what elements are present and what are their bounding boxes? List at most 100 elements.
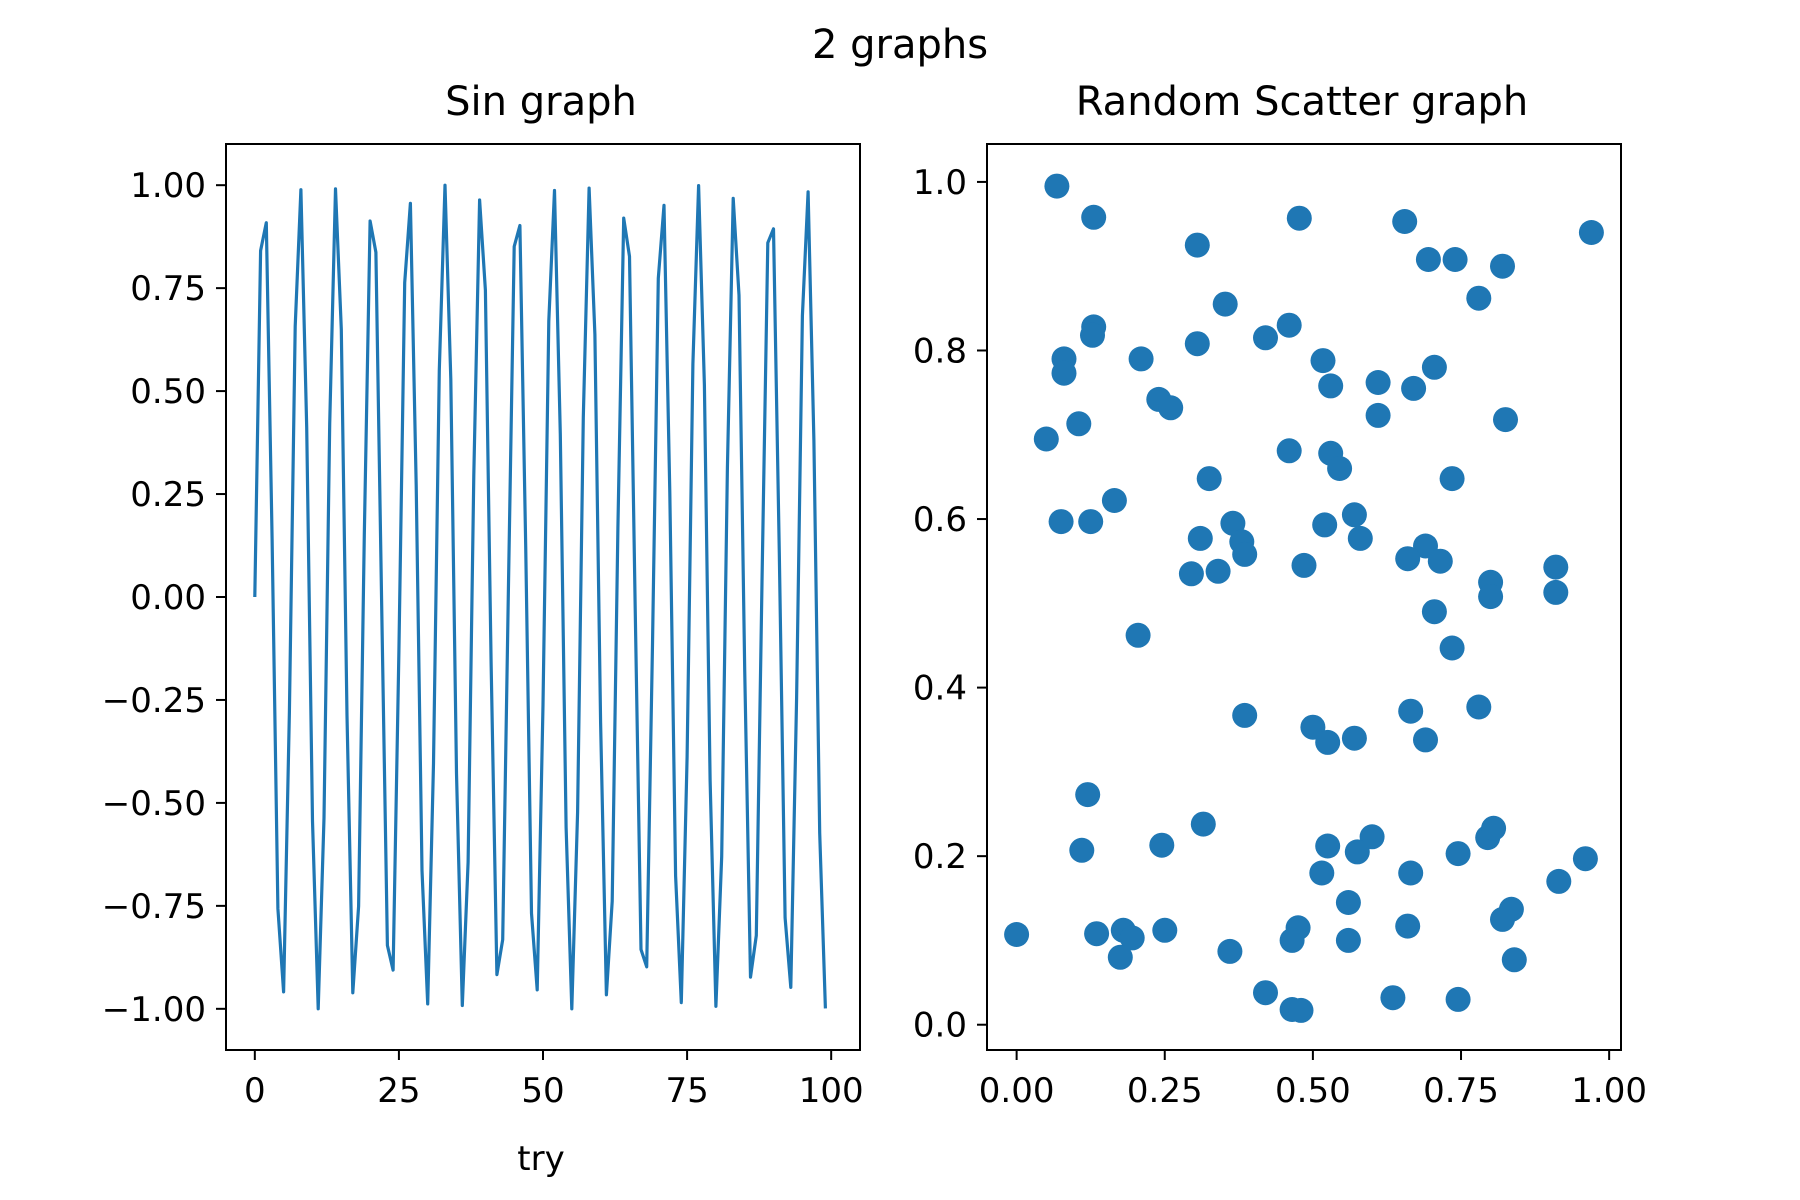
scatter-graph-point	[1315, 729, 1341, 755]
scatter-graph-point	[1439, 635, 1465, 661]
scatter-graph-point	[1466, 694, 1492, 720]
scatter-graph-point	[1107, 944, 1133, 970]
scatter-graph-point	[1481, 815, 1507, 841]
scatter-graph-point	[1309, 860, 1335, 886]
scatter-graph-point	[1158, 395, 1184, 421]
scatter-graph-point	[1578, 220, 1604, 245]
scatter-graph-point	[1421, 599, 1447, 625]
scatter-graph-point	[1220, 510, 1246, 536]
scatter-graph-point	[1398, 860, 1424, 886]
scatter-graph-point	[1501, 947, 1527, 973]
scatter-graph-point	[1253, 325, 1278, 351]
scatter-graph-point	[1125, 622, 1151, 648]
scatter-graph-point	[1341, 502, 1367, 528]
sin-graph-title: Sin graph	[445, 79, 637, 125]
scatter-graph-point	[1286, 205, 1312, 231]
scatter-graph-point	[1395, 913, 1421, 939]
scatter-graph-point	[1119, 925, 1145, 951]
scatter-graph-point	[1315, 833, 1341, 859]
scatter-graph-point	[1205, 558, 1231, 584]
scatter-graph-point	[1080, 322, 1105, 348]
sin-graph-ticks: 0 25 50 75 100 −1.00 −0.75 −0.50 −0.25 0.00 0.25 0.…	[102, 166, 864, 1111]
scatter-graph-point	[1232, 702, 1258, 728]
scatter-graph-point	[1392, 209, 1418, 234]
sin-graph-ytick-label: −0.25	[102, 681, 206, 721]
scatter-graph-point	[1128, 346, 1154, 372]
scatter-graph-point	[1493, 407, 1518, 433]
scatter-graph-point	[1184, 331, 1210, 357]
scatter-graph-point	[1401, 375, 1427, 401]
sin-graph-xtick-label: 75	[665, 1071, 708, 1111]
scatter-graph-point	[1051, 360, 1077, 386]
sin-graph-ytick-label: −0.50	[102, 784, 206, 824]
sin-graph-axes: Sin graph 0 25 50 75 100 −1.00 −0.75 −0.50 −0.25…	[102, 79, 864, 1179]
scatter-graph-ytick-label: 0.0	[913, 1006, 967, 1046]
sin-graph-xtick-label: 100	[799, 1071, 864, 1111]
scatter-graph-xtick-label: 0.75	[1423, 1071, 1499, 1111]
scatter-graph-ticks: 0.00 0.25 0.50 0.75 1.00 0.0 0.2 0.4 0.6 0.8 1.0	[913, 163, 1647, 1111]
sin-graph-xtick-label: 25	[377, 1071, 420, 1111]
scatter-graph-point	[1415, 247, 1441, 272]
scatter-graph-point	[1178, 561, 1204, 587]
scatter-graph-point	[1478, 584, 1504, 610]
scatter-graph-point	[1398, 698, 1424, 724]
scatter-graph-xtick-label: 1.00	[1571, 1071, 1647, 1111]
scatter-graph-point	[1152, 917, 1178, 943]
scatter-graph-frame	[986, 143, 1622, 1051]
scatter-graph-point	[1044, 173, 1070, 199]
scatter-graph-point	[1276, 438, 1302, 464]
scatter-graph-point	[1288, 997, 1314, 1023]
scatter-graph-point	[1546, 868, 1572, 894]
sin-graph-ytick-label: 0.25	[130, 475, 206, 515]
scatter-graph-point	[1490, 906, 1515, 932]
sin-graph-ytick-label: −1.00	[102, 990, 206, 1030]
scatter-graph-point	[1380, 985, 1406, 1011]
scatter-graph-point	[1190, 811, 1216, 837]
scatter-graph-ytick-label: 0.8	[913, 331, 967, 371]
scatter-graph-point	[1445, 841, 1471, 867]
scatter-graph-point	[1365, 370, 1391, 395]
scatter-graph-point	[1212, 291, 1238, 317]
sin-graph-ytick-label: −0.75	[102, 887, 206, 927]
scatter-graph-point	[1413, 727, 1438, 753]
sin-graph-plot-area	[253, 183, 827, 1011]
sin-graph-frame	[225, 143, 861, 1051]
scatter-graph-title: Random Scatter graph	[1076, 79, 1528, 125]
scatter-graph-ytick-label: 0.6	[913, 500, 967, 540]
scatter-graph-point	[1084, 921, 1110, 947]
scatter-graph-xtick-label: 0.25	[1127, 1071, 1203, 1111]
scatter-graph-point	[1279, 927, 1305, 953]
scatter-graph-point	[1310, 348, 1336, 374]
scatter-graph-point	[1445, 986, 1471, 1012]
sin-graph-ytick-label: 0.75	[130, 269, 206, 309]
scatter-graph-xtick-label: 0.00	[979, 1071, 1055, 1111]
scatter-graph-point	[1081, 204, 1107, 230]
sin-graph-xtick-label: 0	[244, 1071, 266, 1111]
scatter-graph-point	[1291, 552, 1317, 578]
scatter-graph-point	[1327, 456, 1353, 481]
scatter-graph-point	[1442, 247, 1468, 272]
scatter-graph-point	[1066, 411, 1092, 437]
scatter-graph-xtick-label: 0.50	[1275, 1071, 1351, 1111]
scatter-graph-point	[1427, 548, 1453, 574]
sin-graph-xtick-label: 50	[521, 1071, 564, 1111]
scatter-graph-point	[1184, 232, 1210, 258]
scatter-graph-point	[1365, 402, 1391, 428]
scatter-graph-point	[1335, 927, 1361, 953]
scatter-graph-axes: Random Scatter graph 0.00 0.25 0.50 0.75 1.0…	[913, 79, 1647, 1111]
scatter-graph-point	[1344, 839, 1370, 865]
scatter-graph-point	[1004, 922, 1030, 947]
scatter-graph-point	[1490, 253, 1515, 279]
scatter-graph-point	[1318, 373, 1344, 399]
scatter-graph-point	[1069, 837, 1095, 863]
sin-graph-ytick-label: 0.00	[130, 578, 206, 618]
figure-suptitle: 2 graphs	[812, 22, 988, 68]
scatter-graph-point	[1543, 579, 1569, 605]
scatter-graph-point	[1232, 541, 1258, 567]
scatter-graph-ytick-label: 0.2	[913, 837, 967, 877]
scatter-graph-ytick-label: 1.0	[913, 163, 967, 203]
scatter-graph-point	[1187, 525, 1213, 551]
scatter-graph-point	[1395, 546, 1421, 572]
scatter-graph-point	[1196, 466, 1222, 492]
scatter-graph-point	[1341, 725, 1367, 751]
